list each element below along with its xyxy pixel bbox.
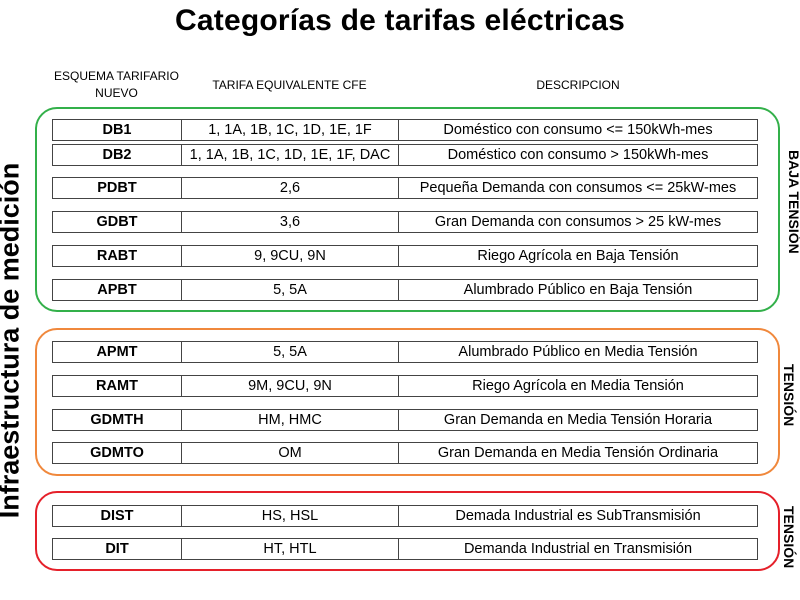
table-row: APBT 5, 5A Alumbrado Público en Baja Ten… <box>52 279 758 301</box>
tariff-description: Riego Agrícola en Baja Tensión <box>477 248 679 264</box>
tariff-code: APMT <box>53 342 182 362</box>
tariff-code: DIT <box>53 539 182 559</box>
table-row: DB1 1, 1A, 1B, 1C, 1D, 1E, 1F Doméstico … <box>52 119 758 141</box>
tariff-description: Gran Demanda en Media Tensión Horaria <box>443 412 713 428</box>
header-scheme: ESQUEMA TARIFARIO NUEVO <box>54 69 179 100</box>
side-label-right-medium: TENSIÓN <box>781 364 797 427</box>
tariff-description: Demada Industrial es SubTransmisión <box>455 508 701 524</box>
tariff-description: Gran Demanda con consumos > 25 kW-mes <box>434 214 722 230</box>
cfe-equivalent: HM, HMC <box>182 410 399 430</box>
tariff-description: Demanda Industrial en Transmisión <box>463 541 693 557</box>
tariff-description: Doméstico con consumo > 150kWh-mes <box>447 147 709 163</box>
group-low-voltage <box>35 107 780 312</box>
table-row: DIT HT, HTL Demanda Industrial en Transm… <box>52 538 758 560</box>
table-row: APMT 5, 5A Alumbrado Público en Media Te… <box>52 341 758 363</box>
table-row: GDMTO OM Gran Demanda en Media Tensión O… <box>52 442 758 464</box>
group-medium-voltage <box>35 328 780 476</box>
cfe-equivalent: 3,6 <box>182 212 399 232</box>
table-row: DIST HS, HSL Demada Industrial es SubTra… <box>52 505 758 527</box>
tariff-code: DIST <box>53 506 182 526</box>
tariff-code: RABT <box>53 246 182 266</box>
cfe-equivalent: 9M, 9CU, 9N <box>182 376 399 396</box>
cfe-equivalent: 1, 1A, 1B, 1C, 1D, 1E, 1F <box>182 120 399 140</box>
cfe-equivalent: HT, HTL <box>182 539 399 559</box>
header-description: DESCRIPCION <box>536 78 620 92</box>
cfe-equivalent: 5, 5A <box>182 280 399 300</box>
tariff-code: GDBT <box>53 212 182 232</box>
cfe-equivalent: 5, 5A <box>182 342 399 362</box>
cfe-equivalent: 2,6 <box>182 178 399 198</box>
tariff-code: PDBT <box>53 178 182 198</box>
table-row: RAMT 9M, 9CU, 9N Riego Agrícola en Media… <box>52 375 758 397</box>
tariff-description: Gran Demanda en Media Tensión Ordinaria <box>437 445 719 461</box>
tariff-code: GDMTO <box>53 443 182 463</box>
table-row: PDBT 2,6 Pequeña Demanda con consumos <=… <box>52 177 758 199</box>
side-label-right-low: BAJA TENSIÓN <box>786 150 800 254</box>
tariff-description: Pequeña Demanda con consumos <= 25kW-mes <box>419 180 737 196</box>
tariff-description: Doméstico con consumo <= 150kWh-mes <box>443 122 713 138</box>
table-row: DB2 1, 1A, 1B, 1C, 1D, 1E, 1F, DAC Domés… <box>52 144 758 166</box>
tariff-code: APBT <box>53 280 182 300</box>
tariff-code: RAMT <box>53 376 182 396</box>
tariff-code: DB2 <box>53 145 182 165</box>
tariff-code: DB1 <box>53 120 182 140</box>
tariff-description: Riego Agrícola en Media Tensión <box>472 378 684 394</box>
header-cfe: TARIFA EQUIVALENTE CFE <box>212 78 367 92</box>
page-title: Categorías de tarifas eléctricas <box>175 4 625 37</box>
side-label-left: Infraestructura de medición <box>0 162 25 519</box>
table-row: GDMTH HM, HMC Gran Demanda en Media Tens… <box>52 409 758 431</box>
cfe-equivalent: HS, HSL <box>182 506 399 526</box>
cfe-equivalent: OM <box>182 443 399 463</box>
cfe-equivalent: 9, 9CU, 9N <box>182 246 399 266</box>
cfe-equivalent: 1, 1A, 1B, 1C, 1D, 1E, 1F, DAC <box>182 145 399 165</box>
table-row: RABT 9, 9CU, 9N Riego Agrícola en Baja T… <box>52 245 758 267</box>
group-high-voltage <box>35 491 780 571</box>
tariff-description: Alumbrado Público en Media Tensión <box>458 344 698 360</box>
tariff-description: Alumbrado Público en Baja Tensión <box>463 282 693 298</box>
table-row: GDBT 3,6 Gran Demanda con consumos > 25 … <box>52 211 758 233</box>
side-label-right-high: TENSIÓN <box>781 506 797 569</box>
tariff-code: GDMTH <box>53 410 182 430</box>
